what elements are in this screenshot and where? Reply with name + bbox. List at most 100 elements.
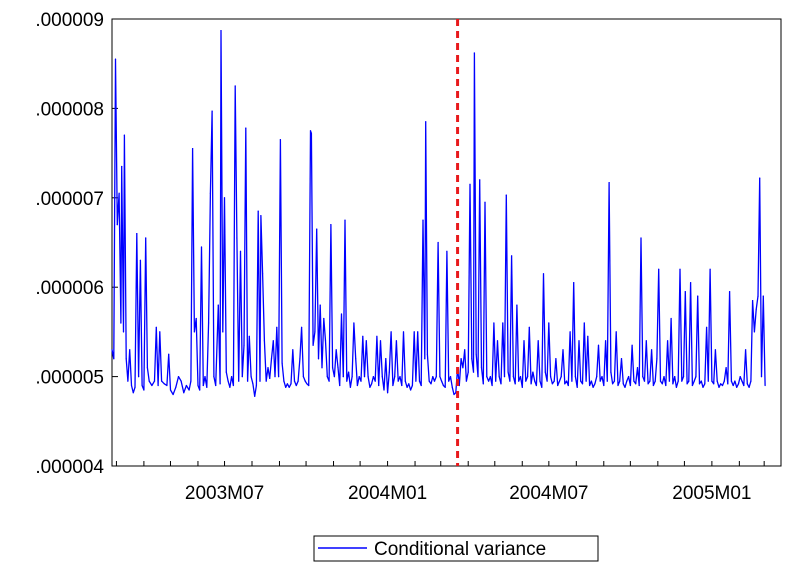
data-point (113, 358, 115, 360)
data-point (762, 295, 764, 297)
data-point (301, 326, 303, 328)
data-point (353, 322, 355, 324)
data-point (308, 384, 310, 387)
data-point (206, 386, 208, 388)
data-point (444, 386, 446, 388)
data-point (397, 380, 399, 382)
data-point (335, 349, 337, 351)
data-point (451, 386, 453, 388)
data-point (720, 383, 722, 385)
data-point (580, 380, 582, 382)
data-point (759, 177, 761, 179)
data-point (168, 353, 170, 355)
data-point (418, 380, 421, 382)
data-point (288, 386, 290, 388)
data-point (166, 384, 168, 387)
data-point (663, 376, 665, 378)
data-point (172, 393, 174, 396)
data-point (114, 58, 117, 60)
data-point (365, 340, 367, 342)
data-point (714, 349, 717, 351)
data-point (200, 246, 203, 248)
data-point (211, 110, 213, 112)
data-point (157, 384, 159, 387)
data-point (260, 215, 262, 217)
data-point (202, 384, 204, 387)
data-point (442, 384, 444, 387)
data-point (183, 392, 185, 394)
data-point (351, 376, 353, 378)
data-point (727, 383, 729, 385)
data-point (652, 384, 655, 387)
data-point (590, 380, 593, 382)
data-point (574, 376, 577, 378)
data-point (718, 386, 720, 388)
data-point (709, 268, 711, 270)
data-point (185, 384, 187, 387)
data-point (276, 326, 278, 328)
data-point (138, 376, 140, 378)
data-point (297, 380, 299, 382)
data-point (498, 376, 500, 378)
data-point (672, 383, 674, 385)
series-points (111, 30, 766, 397)
data-point (643, 380, 646, 382)
data-point (617, 384, 619, 387)
data-point (654, 380, 656, 382)
data-point (704, 383, 706, 385)
data-point (392, 384, 394, 387)
data-point (509, 380, 511, 382)
data-point (535, 384, 538, 387)
data-point (528, 326, 530, 328)
data-point (408, 383, 410, 385)
data-point (424, 358, 426, 360)
data-point (550, 376, 552, 378)
data-point (369, 386, 371, 388)
data-point (243, 344, 245, 346)
data-point (603, 384, 605, 387)
data-point (208, 322, 210, 324)
data-point (426, 353, 428, 355)
data-point (542, 273, 545, 275)
data-point (281, 362, 283, 364)
data-point (302, 376, 304, 378)
data-point (312, 344, 314, 346)
data-point (254, 395, 256, 397)
data-point (684, 291, 686, 293)
data-point (153, 380, 156, 382)
data-point (725, 367, 727, 369)
data-point (175, 386, 177, 388)
data-point (610, 371, 612, 373)
data-point (453, 393, 455, 396)
data-point (340, 313, 343, 315)
data-point (143, 389, 145, 391)
legend: Conditional variance (313, 535, 599, 562)
data-point (460, 358, 462, 360)
data-point (225, 371, 227, 373)
data-point (700, 380, 702, 382)
data-point (711, 380, 713, 382)
data-point (594, 383, 596, 385)
data-point (215, 384, 217, 387)
data-point (553, 380, 555, 382)
data-point (446, 250, 448, 252)
data-point (148, 380, 150, 382)
data-point (495, 380, 497, 382)
data-point (581, 383, 584, 385)
data-point (486, 376, 488, 378)
data-point (441, 380, 443, 382)
data-point (339, 384, 341, 387)
legend-label: Conditional variance (374, 539, 546, 560)
data-point (592, 386, 594, 388)
data-point (677, 380, 679, 382)
data-point (120, 322, 122, 324)
series-line-conditional-variance (111, 29, 766, 397)
data-point (317, 358, 320, 360)
data-point (734, 380, 736, 382)
data-point (512, 376, 515, 378)
data-point (232, 384, 234, 387)
data-point (217, 304, 219, 306)
data-point (707, 380, 709, 382)
data-point (241, 376, 243, 378)
data-point (551, 383, 554, 385)
